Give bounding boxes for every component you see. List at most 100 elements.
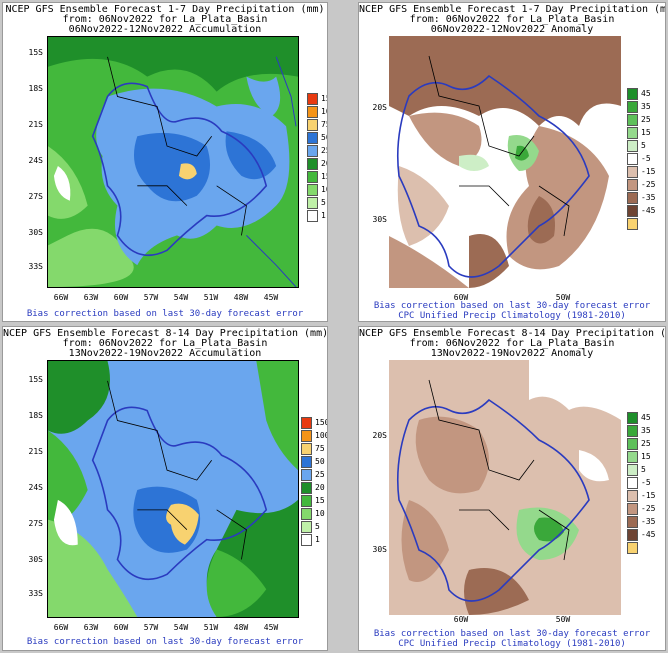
legend-swatch xyxy=(627,114,638,126)
legend-swatch xyxy=(301,534,312,546)
lat-label: 33S xyxy=(28,262,43,271)
panel-title: NCEP GFS Ensemble Forecast 8-14 Day Prec… xyxy=(359,328,666,339)
legend-label: 15 xyxy=(641,128,651,137)
lon-label: 63W xyxy=(83,623,99,632)
lon-label: 54W xyxy=(173,623,189,632)
legend-swatch xyxy=(307,145,318,157)
panel-subtitle: from: 06Nov2022 for La_Plata_Basin xyxy=(62,338,268,349)
panel-title: NCEP GFS Ensemble Forecast 8-14 Day Prec… xyxy=(3,328,328,339)
legend-swatch xyxy=(301,469,312,481)
footer-note: Bias correction based on last 30-day for… xyxy=(26,309,304,319)
legend-swatch xyxy=(301,456,312,468)
lat-label: 27S xyxy=(28,192,43,201)
lat-label: 21S xyxy=(28,120,43,129)
panel-subtitle: from: 06Nov2022 for La_Plata_Basin xyxy=(62,14,268,25)
legend-swatch xyxy=(627,425,638,437)
legend-label: -15 xyxy=(641,167,656,176)
lat-label: 20S xyxy=(372,103,387,112)
legend-label: 50 xyxy=(321,133,327,142)
legend-label: 15 xyxy=(321,172,327,181)
legend-swatch xyxy=(627,451,638,463)
legend-swatch xyxy=(627,166,638,178)
legend-label: 1 xyxy=(321,211,326,220)
lat-label: 24S xyxy=(28,483,43,492)
lat-label: 15S xyxy=(28,48,43,57)
legend-label: -45 xyxy=(641,530,656,539)
lat-label: 20S xyxy=(372,431,387,440)
lat-label: 15S xyxy=(28,375,43,384)
legend-label: 45 xyxy=(641,89,651,98)
legend-swatch xyxy=(301,495,312,507)
legend-swatch xyxy=(627,218,638,230)
lat-label: 30S xyxy=(372,545,387,554)
panel-week1-anomaly: NCEP GFS Ensemble Forecast 1-7 Day Preci… xyxy=(358,2,666,322)
panel-title: NCEP GFS Ensemble Forecast 1-7 Day Preci… xyxy=(5,4,325,15)
legend-swatch xyxy=(627,503,638,515)
accumulation-map xyxy=(47,36,299,288)
lon-label: 60W xyxy=(453,615,469,624)
legend-swatch xyxy=(627,192,638,204)
legend-label: 5 xyxy=(315,522,320,531)
legend-label: 25 xyxy=(641,115,651,124)
legend-label: 75 xyxy=(321,120,327,129)
legend-label: -25 xyxy=(641,180,656,189)
legend-label: 100 xyxy=(315,431,327,440)
legend-swatch xyxy=(627,179,638,191)
legend-label: 35 xyxy=(641,102,651,111)
legend-swatch xyxy=(301,443,312,455)
lon-label: 57W xyxy=(143,623,159,632)
lon-label: 66W xyxy=(53,623,69,632)
legend-swatch xyxy=(307,210,318,222)
legend-label: -35 xyxy=(641,193,656,202)
legend-swatch xyxy=(627,477,638,489)
legend-label: 20 xyxy=(321,159,327,168)
lon-label: 60W xyxy=(113,623,129,632)
legend-swatch xyxy=(307,197,318,209)
legend-label: -5 xyxy=(641,478,651,487)
legend-swatch xyxy=(627,412,638,424)
lon-label: 50W xyxy=(555,615,571,624)
legend-swatch xyxy=(301,508,312,520)
panel-subtitle: from: 06Nov2022 for La_Plata_Basin xyxy=(409,338,615,349)
legend-swatch xyxy=(301,417,312,429)
lat-label: 30S xyxy=(28,228,43,237)
legend-swatch xyxy=(307,171,318,183)
lon-label: 45W xyxy=(263,293,279,302)
legend-swatch xyxy=(301,430,312,442)
legend-label: 150 xyxy=(321,94,327,103)
footer-climatology: CPC Unified Precip Climatology (1981-201… xyxy=(398,311,626,321)
footer-note: Bias correction based on last 30-day for… xyxy=(373,301,651,311)
lat-label: 21S xyxy=(28,447,43,456)
panel-period: 06Nov2022-12Nov2022 Accumulation xyxy=(68,24,262,35)
anomaly-map xyxy=(389,36,621,288)
legend-label: -15 xyxy=(641,491,656,500)
legend-label: 5 xyxy=(641,141,646,150)
lat-label: 33S xyxy=(28,589,43,598)
legend-swatch xyxy=(627,542,638,554)
legend-swatch xyxy=(627,101,638,113)
accumulation-map xyxy=(47,360,299,618)
legend-label: 25 xyxy=(315,470,325,479)
footer-note: Bias correction based on last 30-day for… xyxy=(373,629,651,639)
panel-period: 13Nov2022-19Nov2022 Accumulation xyxy=(68,348,262,359)
lon-label: 48W xyxy=(233,293,249,302)
lon-label: 57W xyxy=(143,293,159,302)
legend-label: -5 xyxy=(641,154,651,163)
lat-label: 24S xyxy=(28,156,43,165)
lon-label: 50W xyxy=(555,293,571,302)
footer-climatology: CPC Unified Precip Climatology (1981-201… xyxy=(398,639,626,649)
legend-swatch xyxy=(627,153,638,165)
legend-label: 15 xyxy=(315,496,325,505)
legend-label: -45 xyxy=(641,206,656,215)
lat-label: 30S xyxy=(28,555,43,564)
legend-label: 5 xyxy=(641,465,646,474)
legend-label: 5 xyxy=(321,198,326,207)
footer-note: Bias correction based on last 30-day for… xyxy=(26,637,304,647)
legend-label: 45 xyxy=(641,413,651,422)
legend-label: 20 xyxy=(315,483,325,492)
lon-label: 66W xyxy=(53,293,69,302)
lon-label: 60W xyxy=(113,293,129,302)
legend-label: -25 xyxy=(641,504,656,513)
legend-swatch xyxy=(627,205,638,217)
